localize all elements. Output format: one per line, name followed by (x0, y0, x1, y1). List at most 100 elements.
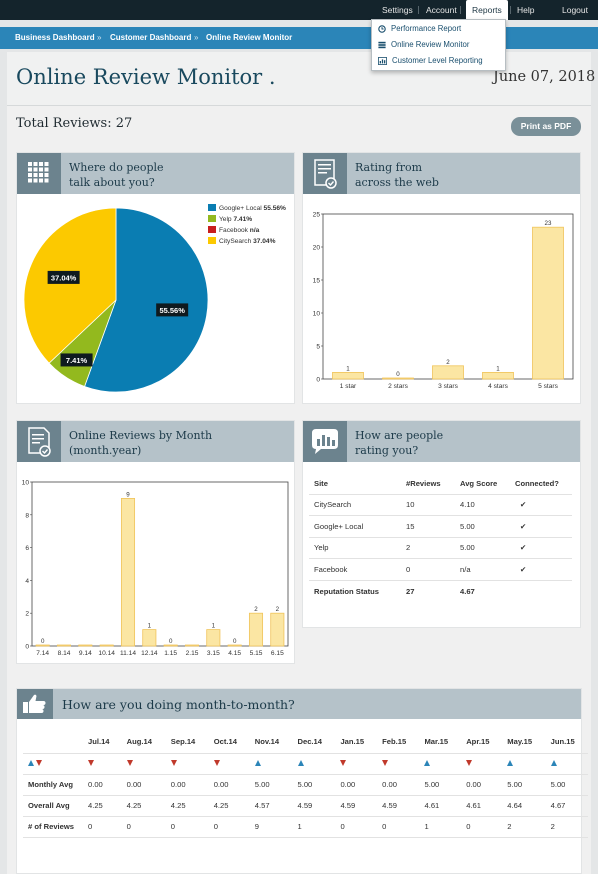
panel-title: Online Reviews by Month (month.year) (69, 428, 212, 458)
table-cell: 0.00 (208, 774, 250, 796)
rating-bar (482, 371, 514, 380)
x-tick-label: 5.15 (250, 650, 263, 657)
chart-icon (378, 56, 387, 65)
nav-separator (418, 6, 419, 14)
nav-settings[interactable]: Settings (382, 5, 413, 15)
trend-cell (419, 753, 462, 775)
reports-dropdown-menu: Performance Report Online Review Monitor… (371, 19, 506, 71)
table-cell: Google+ Local (309, 515, 401, 538)
trend-cell (208, 753, 250, 775)
monthly-bar (270, 612, 285, 647)
table-cell (510, 580, 572, 602)
x-tick-label: 3 stars (438, 383, 458, 390)
column-header: Connected? (510, 474, 572, 495)
panel-icon-box (303, 153, 347, 194)
menu-item-performance-report[interactable]: Performance Report (378, 22, 461, 36)
top-navigation: Settings Account Reports Help Logout (0, 0, 598, 20)
table-cell: 5.00 (545, 774, 588, 796)
nav-reports[interactable]: Reports (466, 0, 508, 20)
table-cell: 4.59 (335, 795, 378, 817)
print-as-pdf-button[interactable]: Print as PDF (511, 117, 581, 136)
table-cell: 0 (377, 816, 420, 838)
table-cell: 4.59 (377, 795, 420, 817)
table-cell: Yelp (309, 537, 401, 559)
trend-cell (377, 753, 420, 775)
nav-help[interactable]: Help (517, 5, 535, 15)
down-arrow-icon (170, 760, 177, 766)
table-cell: 4.67 (460, 586, 475, 596)
month-header: Aug.14 (121, 731, 166, 754)
x-tick-label: 1 star (340, 383, 357, 390)
table-cell: 5.00 (502, 774, 546, 796)
table-cell: 2 (545, 816, 588, 838)
connected-check-cell: ✔ (510, 515, 572, 538)
table-cell: 9 (249, 816, 293, 838)
down-arrow-icon (213, 760, 220, 766)
x-tick-label: 3.15 (207, 650, 220, 657)
down-arrow-icon (88, 760, 94, 766)
trend-cell (249, 753, 293, 775)
panel-body: Site #Reviews Avg Score Connected? CityS… (303, 465, 580, 627)
table-cell: 4.25 (208, 795, 250, 817)
month-header: Oct.14 (208, 731, 250, 754)
panel-reviews-by-month: Online Reviews by Month (month.year) 0 2 4 6… (16, 420, 295, 664)
table-row: Overall Avg 4.25 4.25 4.25 4.25 4.57 4.59 4.59 4… (23, 795, 588, 817)
table-cell: 4.64 (502, 795, 546, 817)
menu-item-customer-level-reporting[interactable]: Customer Level Reporting (378, 54, 483, 68)
x-tick-label: 2 stars (388, 383, 408, 390)
panel-header: How are you doing month-to-month? (17, 689, 581, 722)
y-tick-label: 4 (25, 578, 29, 585)
report-date: June 07, 2018 (493, 69, 596, 85)
down-arrow-icon (340, 760, 347, 766)
breadcrumb-customer-dashboard[interactable]: Customer Dashboard (110, 33, 192, 42)
total-reviews: Total Reviews: 27 (16, 116, 133, 131)
table-cell: 0 (401, 558, 455, 581)
rating-bar (382, 377, 414, 380)
table-cell: Reputation Status (314, 586, 379, 596)
table-cell: 4.25 (83, 795, 122, 817)
panel-icon-box (303, 421, 347, 462)
nav-account[interactable]: Account (426, 5, 457, 15)
rating-bar (432, 365, 464, 380)
legend-swatch (208, 204, 216, 211)
table-cell: 0.00 (461, 774, 503, 796)
y-tick-label: 2 (25, 611, 29, 618)
y-tick-label: 6 (25, 545, 29, 552)
table-cell: 4.25 (121, 795, 166, 817)
down-arrow-icon (466, 760, 473, 766)
x-tick-label: 4 stars (488, 383, 508, 390)
main-content: Online Review Monitor . June 07, 2018 To… (7, 52, 595, 874)
up-arrow-icon (550, 760, 557, 766)
panel-title-line: across the web (355, 176, 439, 189)
rating-value-label: 2 (446, 359, 450, 366)
table-cell: 0.00 (121, 774, 166, 796)
checklist-icon (314, 159, 337, 189)
menu-item-label: Performance Report (391, 24, 462, 33)
x-tick-label: 8.14 (58, 650, 71, 657)
source-pie-chart: 55.56% 7.41% 37.04% Google+ Local 55.56% Yel… (23, 204, 286, 393)
table-cell: 4.59 (292, 795, 336, 817)
trend-cell (121, 753, 166, 775)
breadcrumb-business-dashboard[interactable]: Business Dashboard (15, 33, 95, 42)
table-cell: 5.00 (249, 774, 293, 796)
table-cell: 5.00 (419, 774, 462, 796)
rating-table: Site #Reviews Avg Score Connected? CityS… (309, 474, 572, 602)
panel-body: 0 5 10 15 20 25 1 1 star 0 2 stars 2 3 stars 1 4 star… (303, 197, 580, 403)
month-header: Dec.14 (292, 731, 336, 754)
up-arrow-icon (424, 760, 431, 766)
monthly-value-label: 0 (41, 638, 45, 645)
menu-item-online-review-monitor[interactable]: Online Review Monitor (378, 38, 469, 52)
table-header-row: Jul.14 Aug.14 Sep.14 Oct.14 Nov.14 Dec.14 Jan.… (23, 731, 588, 754)
table-cell: 1 (419, 816, 462, 838)
breadcrumb-separator: » (194, 33, 199, 42)
reputation-status-row: Reputation Status 27 4.67 (309, 580, 572, 602)
table-cell: 5.00 (455, 537, 510, 559)
y-tick-label: 10 (22, 480, 30, 487)
monthly-value-label: 0 (233, 638, 237, 645)
panel-where-people-talk: Where do people talk about you? 55.56% 7.4… (16, 152, 295, 404)
table-row: Facebook 0 n/a ✔ (309, 558, 572, 581)
y-tick-label: 5 (316, 344, 320, 351)
trend-cell (292, 753, 336, 775)
thumbs-up-icon (23, 694, 46, 713)
nav-logout[interactable]: Logout (562, 5, 588, 15)
